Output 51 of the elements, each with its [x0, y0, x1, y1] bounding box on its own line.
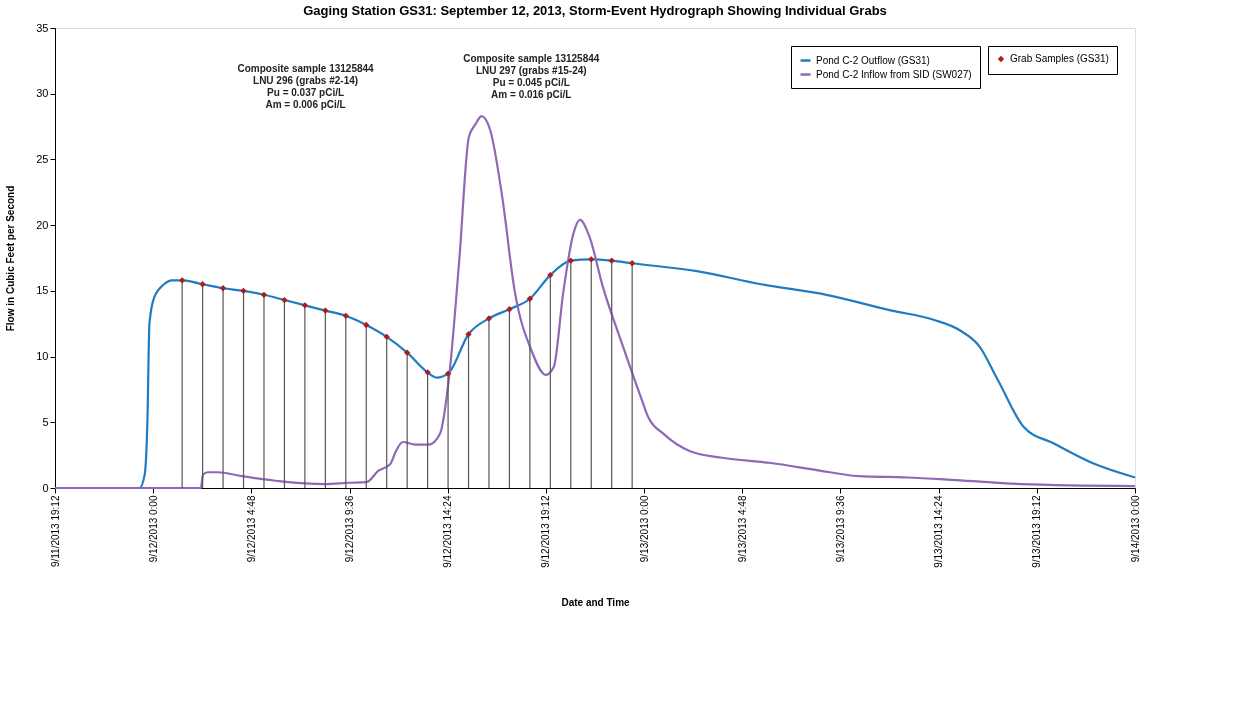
y-tick-label: 5 — [42, 415, 49, 428]
x-tick-label: 9/12/2013 14:24 — [442, 495, 454, 568]
x-tick-label: 9/12/2013 4:48 — [245, 495, 257, 563]
point — [240, 287, 247, 295]
point — [342, 312, 349, 319]
y-tick-label: 10 — [36, 350, 49, 363]
y-tick-label: 20 — [36, 218, 49, 231]
point — [301, 302, 309, 309]
point — [485, 315, 493, 322]
legend-label: Pond C-2 Outflow (GS31) — [816, 54, 930, 66]
y-tick-label: 35 — [36, 21, 49, 34]
x-tick-label: 9/11/2013 19:12 — [49, 495, 61, 568]
y-tick-label: 0 — [42, 481, 49, 494]
chart-title: Gaging Station GS31: September 12, 2013, Storm-Event Hydrograph Showing Individual Grabs — [303, 3, 887, 18]
x-axis-title: Date and Time — [561, 596, 631, 608]
x-tick-label: 9/12/2013 19:12 — [540, 495, 552, 568]
y-tick-label: 25 — [36, 152, 49, 165]
legend-label: Pond C-2 Inflow from SID (SW027) — [816, 68, 972, 80]
point — [567, 257, 574, 264]
point — [547, 271, 554, 279]
x-tick-label: 9/13/2013 0:00 — [638, 495, 650, 563]
annotation: Composite sample 13125844 LNU 296 (grabs #2-14) Pu = 0.037 pCi/L Am = 0.006 pCi/L — [237, 63, 375, 111]
point — [219, 285, 227, 292]
x-tick-label: 9/13/2013 9:36 — [834, 495, 846, 563]
point — [383, 333, 390, 341]
point — [260, 291, 268, 298]
point — [444, 370, 452, 377]
legend-label: Grab Samples (GS31) — [1010, 53, 1109, 64]
point — [506, 306, 513, 313]
y-axis-title: Flow in Cubic Feet per Second — [5, 185, 17, 332]
point — [404, 349, 411, 356]
x-tick-label: 9/13/2013 19:12 — [1031, 495, 1043, 568]
point — [199, 281, 206, 288]
point — [424, 369, 431, 376]
point — [322, 307, 329, 314]
x-tick-label: 9/13/2013 4:48 — [736, 495, 748, 563]
x-tick-label: 9/12/2013 0:00 — [147, 495, 159, 563]
point — [179, 277, 186, 284]
point — [465, 331, 472, 338]
point — [526, 295, 534, 302]
point — [608, 257, 615, 264]
x-tick-label: 9/14/2013 0:00 — [1129, 495, 1141, 563]
point — [363, 321, 370, 329]
point — [281, 296, 288, 304]
x-tick-label: 9/13/2013 14:24 — [933, 495, 945, 568]
x-tick-label: 9/12/2013 9:36 — [344, 495, 356, 563]
point — [629, 260, 636, 267]
annotation: Composite sample 13125844 LNU 297 (grabs #15-24) Pu = 0.045 pCi/L Am = 0.016 pCi/L — [463, 53, 600, 101]
point — [588, 256, 595, 263]
y-tick-label: 15 — [36, 284, 49, 297]
y-tick-label: 30 — [36, 87, 49, 100]
